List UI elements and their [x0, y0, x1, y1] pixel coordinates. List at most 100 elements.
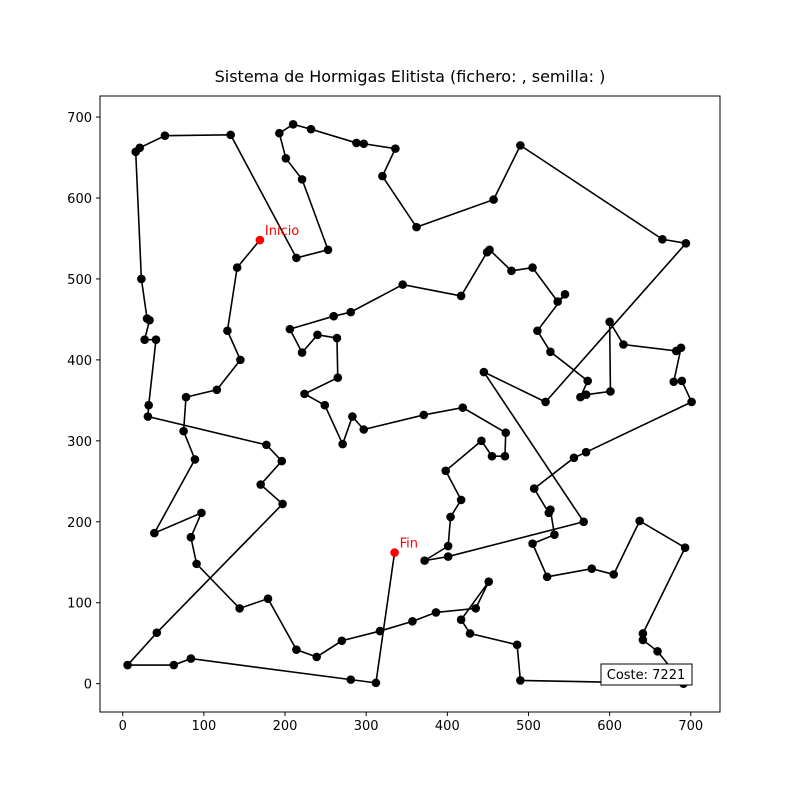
endpoint — [255, 235, 265, 245]
city — [359, 139, 369, 149]
city — [456, 615, 466, 625]
x-tick-label: 300 — [354, 719, 379, 734]
city — [420, 556, 429, 565]
city — [378, 171, 387, 181]
city — [235, 604, 244, 613]
x-tick-label: 200 — [273, 719, 298, 734]
city — [236, 355, 245, 365]
city — [312, 652, 321, 662]
city — [669, 377, 679, 387]
city — [541, 397, 550, 407]
city — [653, 646, 662, 656]
city — [278, 499, 287, 509]
city — [576, 392, 585, 402]
x-tick-label: 500 — [516, 719, 541, 734]
chart-title: Sistema de Hormigas Elitista (fichero: ,… — [215, 67, 606, 86]
city — [528, 263, 537, 272]
city — [197, 508, 206, 518]
city — [546, 347, 555, 357]
annotation: Coste: 7221 — [607, 668, 686, 683]
city — [329, 311, 339, 321]
city — [587, 564, 597, 574]
city — [346, 307, 356, 317]
city — [507, 266, 516, 276]
city — [456, 495, 466, 505]
city — [484, 577, 494, 586]
city — [516, 141, 525, 150]
city — [431, 608, 441, 617]
city — [658, 234, 667, 244]
city — [338, 439, 347, 449]
city — [553, 297, 562, 306]
city — [680, 543, 690, 552]
route — [125, 123, 693, 685]
city — [332, 333, 342, 343]
city — [419, 410, 429, 420]
y-tick-label: 300 — [67, 435, 92, 450]
city — [500, 451, 510, 461]
city — [375, 626, 385, 636]
city — [285, 324, 295, 334]
city — [152, 628, 162, 637]
city — [579, 517, 588, 527]
city — [477, 436, 486, 446]
y-tick-label: 400 — [67, 354, 92, 369]
city — [501, 428, 511, 438]
city — [412, 222, 421, 232]
city — [223, 326, 232, 336]
city — [144, 400, 153, 410]
city — [263, 594, 273, 603]
city — [226, 130, 235, 140]
city — [465, 629, 475, 638]
city — [687, 397, 696, 407]
city — [456, 291, 466, 301]
city — [371, 678, 381, 688]
y-tick-label: 100 — [67, 597, 92, 612]
city — [186, 654, 196, 663]
city — [569, 453, 579, 463]
city — [529, 484, 539, 493]
city — [181, 392, 191, 402]
city — [512, 640, 522, 650]
city — [398, 280, 407, 289]
x-tick-label: 0 — [119, 719, 127, 734]
y-tick-label: 600 — [67, 192, 92, 207]
plot-frame — [99, 95, 721, 713]
city — [160, 131, 170, 140]
city — [150, 528, 159, 538]
city — [137, 274, 146, 284]
city — [145, 315, 154, 325]
city — [458, 403, 468, 412]
city — [143, 412, 153, 421]
city — [671, 346, 681, 356]
y-tick-label: 700 — [67, 111, 92, 126]
city — [337, 636, 347, 646]
start-label: Inicio — [265, 224, 299, 239]
end-label: Fin — [400, 537, 418, 552]
city — [443, 552, 453, 561]
city — [232, 263, 242, 272]
city — [262, 440, 271, 450]
city — [489, 195, 498, 204]
city — [482, 247, 492, 257]
x-tick-label: 600 — [597, 719, 622, 734]
city — [609, 570, 618, 579]
city — [281, 154, 291, 163]
city — [297, 348, 307, 357]
city — [391, 144, 400, 153]
city — [581, 447, 591, 457]
city — [446, 512, 455, 522]
city — [192, 559, 201, 569]
city — [681, 239, 691, 248]
city — [533, 326, 542, 336]
x-tick-label: 100 — [191, 719, 216, 734]
city — [441, 466, 451, 476]
city — [550, 530, 559, 540]
city — [288, 120, 298, 129]
city — [606, 387, 615, 396]
city — [256, 480, 265, 489]
city — [333, 373, 343, 382]
city — [186, 532, 196, 542]
city — [516, 676, 525, 685]
